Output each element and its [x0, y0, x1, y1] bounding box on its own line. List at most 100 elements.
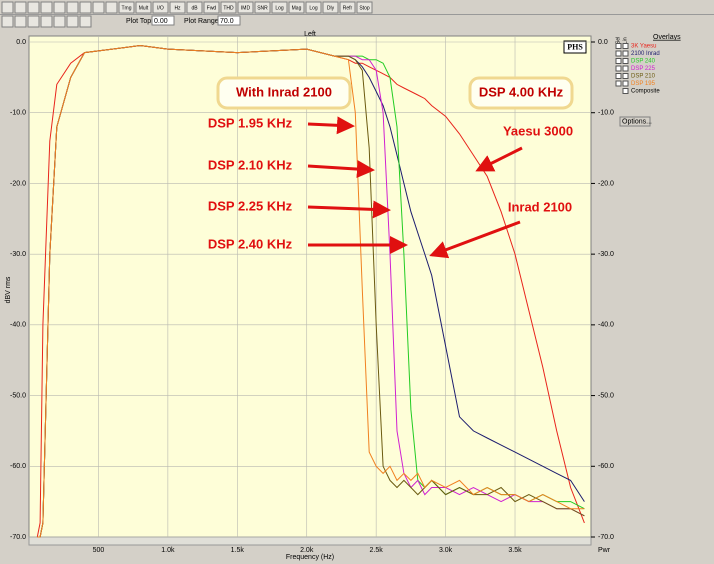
legend-label: DSP 240 — [631, 59, 656, 65]
tool-icon[interactable] — [66, 15, 79, 28]
x-tick-label: 2.5k — [370, 547, 384, 554]
tool-icon[interactable] — [14, 1, 27, 14]
tool-button[interactable] — [220, 1, 237, 14]
tool-icon[interactable] — [27, 15, 40, 28]
legend-checkbox[interactable] — [615, 58, 622, 64]
tool-icon[interactable] — [105, 1, 118, 14]
annotation: DSP 4.00 KHz — [479, 84, 564, 99]
tool-button[interactable] — [152, 1, 169, 14]
plot-top-input[interactable] — [151, 15, 175, 26]
legend-checkbox[interactable] — [622, 43, 629, 49]
series-line — [37, 44, 585, 538]
legend-checkbox[interactable] — [622, 73, 629, 79]
y2-tick-label: -10.0 — [598, 110, 614, 117]
x-axis-label: Frequency (Hz) — [286, 554, 334, 561]
tool-label[interactable]: Tmg — [122, 5, 132, 11]
tool-icon[interactable] — [66, 1, 79, 14]
tool-button[interactable] — [339, 1, 356, 14]
annotation-arrow — [307, 200, 391, 219]
tool-button[interactable] — [305, 1, 322, 14]
annotation-box — [468, 76, 574, 110]
tool-label[interactable]: Hz — [174, 5, 181, 11]
tool-label[interactable]: Refr — [343, 5, 353, 11]
overlays-title[interactable]: Overlays — [653, 34, 681, 41]
legend-checkbox[interactable] — [622, 65, 629, 72]
annotation: DSP 1.95 KHz — [208, 115, 293, 130]
tool-icon[interactable] — [1, 15, 14, 28]
options-button[interactable] — [619, 116, 651, 127]
overlays-header: Lin — [622, 37, 628, 44]
tool-icon[interactable] — [14, 15, 27, 28]
tool-icon[interactable] — [92, 1, 105, 14]
tool-button[interactable] — [237, 1, 254, 14]
annotation: DSP 2.40 KHz — [208, 236, 293, 251]
options-label[interactable]: Options... — [622, 118, 652, 125]
plot-range-value[interactable]: 70.0 — [220, 18, 234, 25]
legend-checkbox[interactable] — [622, 88, 629, 94]
y-tick-label: -20.0 — [10, 180, 26, 187]
x-tick-label: 500 — [93, 547, 105, 554]
legend-checkbox[interactable] — [615, 50, 622, 57]
tool-button[interactable] — [271, 1, 288, 14]
annotation-arrow — [429, 220, 521, 259]
tool-label[interactable]: Mag — [292, 5, 302, 11]
tool-icon[interactable] — [79, 15, 92, 28]
tool-label[interactable]: SNR — [257, 5, 268, 11]
tool-button[interactable] — [186, 1, 203, 14]
tool-label[interactable]: Dly — [327, 5, 335, 11]
tool-button[interactable] — [254, 1, 271, 14]
y2-tick-label: -60.0 — [598, 463, 614, 470]
y2-tick-label: -20.0 — [598, 180, 614, 187]
plot-top-label: Plot Top: — [126, 18, 153, 25]
tool-button[interactable] — [203, 1, 220, 14]
legend-checkbox[interactable] — [615, 65, 622, 72]
logo-box — [563, 40, 587, 54]
corner-label: Pwr — [598, 547, 611, 554]
x-tick-label: 1.0k — [161, 547, 175, 554]
tool-button[interactable] — [288, 1, 305, 14]
tool-icon[interactable] — [79, 1, 92, 14]
tool-button[interactable] — [322, 1, 339, 14]
overlays-header: Sel — [615, 37, 621, 44]
tool-button[interactable] — [356, 1, 373, 14]
tool-label[interactable]: Fwd — [207, 5, 217, 11]
plot-range-input[interactable] — [217, 15, 241, 26]
tool-button[interactable] — [118, 1, 135, 14]
x-tick-label: 1.5k — [231, 547, 245, 554]
y2-tick-label: -40.0 — [598, 322, 614, 329]
legend-checkbox[interactable] — [615, 73, 622, 79]
x-tick-label: 2.0k — [300, 547, 314, 554]
tool-label[interactable]: Mult — [139, 5, 149, 11]
scrollbar — [28, 536, 592, 546]
tool-button[interactable] — [169, 1, 186, 14]
y-tick-label: -70.0 — [10, 534, 26, 541]
tool-label[interactable]: IMD — [241, 5, 251, 11]
plot-top-value[interactable]: 0.00 — [154, 18, 168, 25]
tool-label[interactable]: THD — [223, 5, 234, 11]
annotation: DSP 2.10 KHz — [208, 157, 293, 172]
tool-label[interactable]: dB — [191, 5, 198, 11]
tool-label[interactable]: Log — [309, 5, 318, 11]
tool-button[interactable] — [135, 1, 152, 14]
tool-icon[interactable] — [27, 1, 40, 14]
annotation-arrow — [307, 160, 375, 179]
plot-range-label: Plot Range: — [184, 18, 221, 25]
tool-icon[interactable] — [53, 15, 66, 28]
annotation: Yaesu 3000 — [503, 123, 573, 138]
tool-icon[interactable] — [40, 15, 53, 28]
legend-checkbox[interactable] — [622, 80, 629, 87]
tool-icon[interactable] — [53, 1, 66, 14]
legend-checkbox[interactable] — [622, 50, 629, 57]
legend-label: DSP 225 — [631, 66, 656, 72]
tool-icon[interactable] — [40, 1, 53, 14]
legend-label: Composite — [631, 89, 660, 95]
legend-checkbox[interactable] — [622, 58, 629, 64]
tool-label[interactable]: I/O — [157, 5, 164, 11]
legend-checkbox[interactable] — [615, 80, 622, 87]
legend-label: 2100 Inrad — [631, 51, 660, 57]
tool-label[interactable]: Stop — [359, 5, 370, 11]
tool-icon[interactable] — [1, 1, 14, 14]
legend-checkbox[interactable] — [615, 43, 622, 49]
tool-label[interactable]: Log — [275, 5, 284, 11]
